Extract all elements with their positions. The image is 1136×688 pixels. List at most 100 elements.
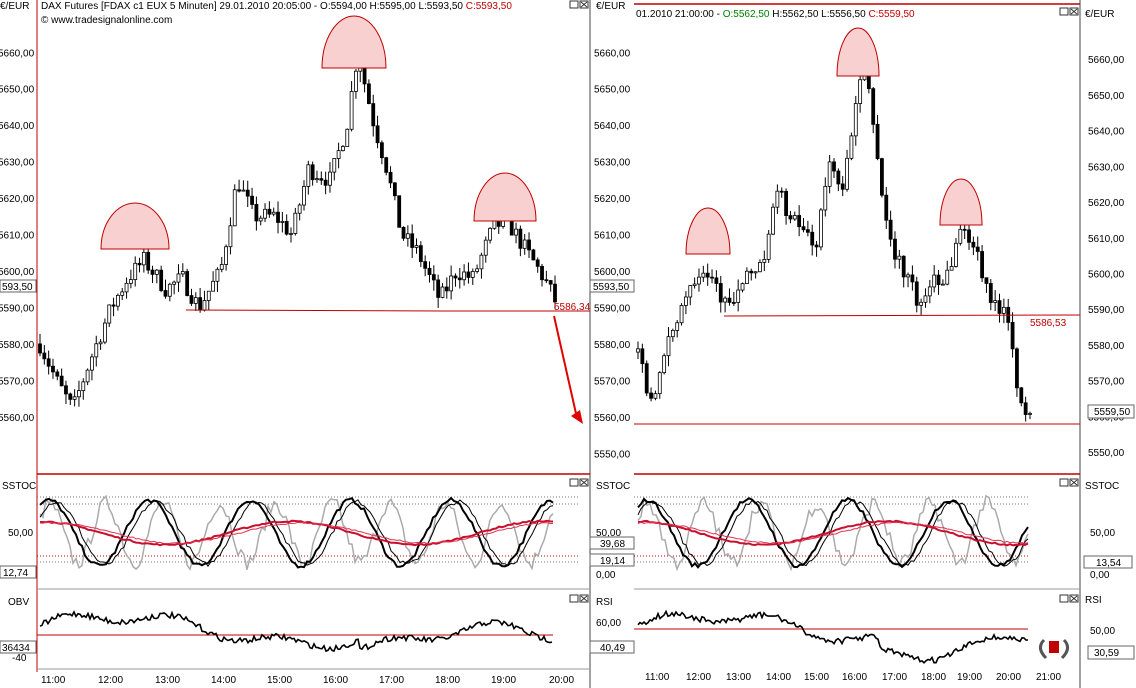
candle-body (940, 283, 945, 286)
time-tick-label: 16:00 (842, 672, 867, 683)
left-chart: DAX Futures [FDAX c1 EUX 5 Minuten] 29.0… (0, 0, 635, 688)
candle-body (479, 254, 484, 270)
right-left-shoulder-arc (685, 207, 731, 255)
candle-body (553, 283, 557, 303)
candle-body (535, 259, 540, 267)
candle-body (241, 189, 246, 192)
left-sstoc-window-buttons[interactable] (569, 478, 589, 487)
candle-body (518, 228, 523, 249)
candle-body (440, 286, 445, 298)
candle-body (914, 281, 919, 306)
candle-body (154, 269, 159, 275)
right-time-axis: 11:00 12:00 13:00 14:00 15:00 16:00 17:00 18:00… (645, 672, 1061, 683)
left-shoulder-arc (100, 202, 170, 250)
candle-body (64, 385, 68, 395)
candle-body (319, 178, 324, 181)
right-chart: 01.2010 21:00:00 - O:5562,50 H:5562,50 L… (634, 0, 1135, 688)
candle-body (880, 158, 884, 196)
candle-body (423, 261, 428, 269)
time-tick-label: 11:00 (41, 675, 66, 686)
candle-body (923, 295, 928, 303)
candle-body (211, 280, 216, 292)
candle-body (397, 195, 402, 228)
right-sstoc-window-buttons[interactable] (1059, 478, 1079, 487)
right-rsi-window-buttons[interactable] (1059, 594, 1079, 603)
candle-body (475, 268, 480, 272)
candle-body (328, 171, 332, 186)
price-tick-label: 5590,00 (1088, 305, 1125, 316)
candle-body (744, 270, 749, 284)
candle-body (483, 239, 488, 256)
candle-body (544, 279, 549, 282)
candle-body (871, 88, 876, 125)
svg-text:5593,50: 5593,50 (593, 282, 630, 293)
left-sstoc-tick-l: 50,00 (8, 528, 33, 539)
candle-body (427, 267, 432, 275)
sstoc-fast-gray (39, 494, 554, 571)
candle-body (206, 290, 211, 301)
candle-body (444, 286, 449, 292)
candle-body (967, 229, 971, 243)
candle-body (245, 189, 250, 197)
candle-body (670, 329, 675, 338)
candle-body (280, 221, 285, 223)
candle-body (888, 219, 893, 240)
candle-body (449, 275, 454, 292)
candle-body (906, 274, 910, 278)
candle-body (980, 251, 984, 279)
right-sstoc-lines (637, 494, 1029, 572)
price-tick-label: 5580,00 (1088, 341, 1125, 352)
left-rsi-window-buttons[interactable] (569, 594, 589, 603)
svg-text:5559,50: 5559,50 (1094, 407, 1131, 418)
time-tick-label: 17:00 (882, 672, 907, 683)
left-sstoc-lines (39, 494, 554, 571)
candle-body (858, 79, 863, 104)
candle-body (457, 277, 462, 281)
right-sstoc-label: SSTOC (1085, 481, 1119, 492)
candle-body (784, 190, 788, 217)
right-neckline (723, 314, 1081, 317)
sstoc-k-line (39, 496, 554, 569)
candle-body (527, 239, 531, 251)
candle-body (901, 255, 906, 278)
svg-text:593,50: 593,50 (2, 282, 33, 293)
price-tick-label: 5650,00 (1088, 91, 1125, 102)
candle-body (675, 322, 680, 331)
candle-body (893, 238, 897, 260)
right-sstoc-tag: 13,54 (1083, 555, 1133, 569)
candle-body (810, 231, 815, 246)
right-right-shoulder-arc (939, 178, 983, 226)
candle-body (727, 297, 732, 303)
left-rsi-label: RSI (596, 597, 613, 608)
candle-body (163, 290, 168, 297)
candle-body (111, 304, 116, 307)
right-chart-header: 01.2010 21:00:00 - O:5562,50 H:5562,50 L… (636, 9, 915, 20)
candle-body (46, 358, 51, 367)
obv-label: OBV (8, 597, 29, 608)
candle-body (258, 217, 263, 222)
candle-body (310, 164, 315, 181)
right-rsi-label: RSI (1085, 595, 1102, 606)
price-tick-label: 5560,00 (594, 413, 631, 424)
candle-body (1015, 348, 1019, 389)
left-rsi-line (39, 610, 553, 653)
time-tick-label: 15:00 (804, 672, 829, 683)
candle-body (167, 283, 172, 297)
svg-text:40,49: 40,49 (600, 643, 625, 654)
left-chart-title: DAX Futures [FDAX c1 EUX 5 Minuten] 29.0… (41, 1, 512, 12)
candle-body (302, 185, 306, 206)
left-window-buttons[interactable] (569, 0, 589, 9)
candle-body (388, 171, 393, 184)
breakdown-arrow (553, 315, 578, 419)
candle-body (115, 294, 120, 307)
time-tick-label: 19:00 (491, 675, 516, 686)
price-tick-label-left: 5660,00 (0, 48, 35, 59)
candle-body (666, 336, 671, 357)
candle-body (315, 178, 319, 181)
price-tick-label-left: 5560,00 (0, 413, 35, 424)
left-last-price-tag-l: 593,50 (0, 279, 37, 293)
right-window-buttons[interactable] (1059, 7, 1079, 16)
candle-body (354, 70, 358, 92)
svg-text:39,68: 39,68 (600, 539, 625, 550)
